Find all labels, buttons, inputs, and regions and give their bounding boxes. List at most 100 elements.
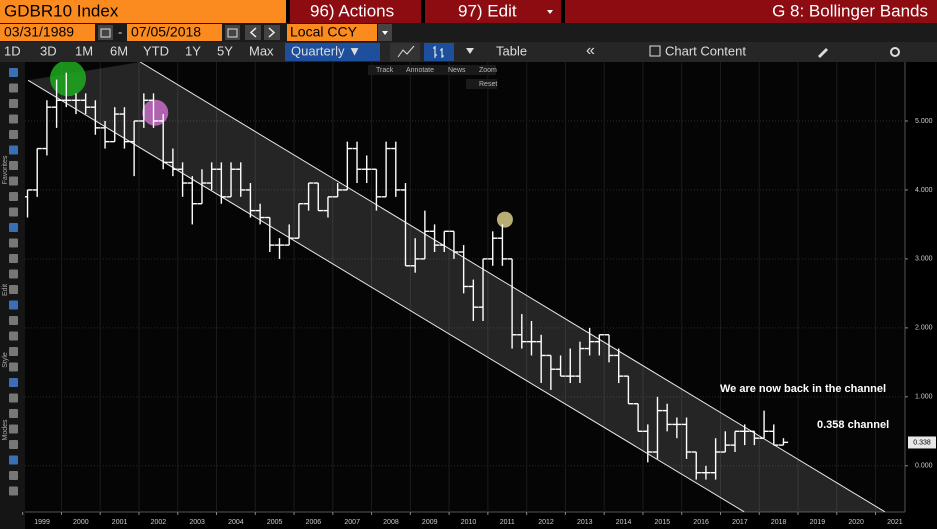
start-date-input[interactable]	[0, 24, 95, 41]
actions-menu[interactable]	[290, 0, 421, 23]
range-button[interactable]: 3D	[40, 43, 57, 58]
sidebar-section: Modes	[2, 419, 9, 441]
tool-icon[interactable]	[9, 254, 18, 263]
tool-icon[interactable]	[9, 471, 18, 480]
x-tick-label: 2016	[693, 519, 709, 526]
highlight-circle	[142, 99, 169, 126]
bar-chart-button[interactable]	[424, 43, 454, 61]
tool-icon[interactable]	[9, 486, 18, 496]
tool-icon[interactable]	[9, 207, 18, 217]
reset-tool[interactable]: Reset	[479, 81, 497, 88]
tool-icon[interactable]	[9, 83, 18, 93]
settings-icon[interactable]	[890, 47, 900, 57]
tool-icon[interactable]	[9, 130, 18, 139]
end-date-input[interactable]	[127, 24, 222, 41]
annotation: We are now back in the channel	[720, 383, 886, 395]
tool-icon[interactable]	[9, 347, 18, 356]
x-tick-label: 2006	[306, 519, 322, 526]
currency-input[interactable]	[287, 24, 377, 41]
zoom-tool[interactable]: Zoom	[479, 67, 497, 74]
annotate-tool[interactable]: Annotate	[406, 67, 434, 74]
x-tick-label: 2018	[771, 519, 787, 526]
next-icon	[268, 27, 276, 38]
x-tick-label: 2005	[267, 519, 283, 526]
tool-icon[interactable]	[9, 300, 18, 310]
tool-icon[interactable]	[9, 223, 18, 232]
news-tool[interactable]: News	[448, 67, 466, 74]
tool-icon[interactable]	[9, 455, 18, 465]
y-tick-label: 3.000	[915, 256, 933, 263]
y-tick-label: 2.000	[915, 325, 933, 332]
tool-icon[interactable]	[9, 176, 18, 186]
dropdown-arrow	[382, 31, 388, 35]
line-chart-icon	[397, 45, 415, 58]
tool-icon[interactable]	[9, 114, 18, 124]
range-button[interactable]: 6M	[110, 43, 128, 58]
y-tick-label: 1.000	[915, 394, 933, 401]
y-tick-label: 5.000	[915, 118, 933, 125]
tool-icon[interactable]	[9, 440, 18, 449]
edit-menu[interactable]	[425, 0, 561, 23]
x-tick-label: 2008	[383, 519, 399, 526]
tool-icon[interactable]	[9, 68, 18, 77]
collapse-button[interactable]: «	[586, 42, 595, 59]
frequency-button[interactable]	[285, 43, 380, 61]
tool-icon[interactable]	[9, 362, 18, 372]
last-value-label: 0.338	[913, 439, 931, 446]
range-button[interactable]: YTD	[143, 43, 169, 58]
x-tick-label: 2021	[887, 519, 903, 526]
next-button[interactable]	[264, 25, 280, 40]
tool-strip	[368, 65, 496, 75]
range-button[interactable]: Max	[249, 43, 274, 58]
x-tick-label: 1999	[34, 519, 50, 526]
tool-icon[interactable]	[9, 238, 18, 248]
x-tick-label: 2007	[344, 519, 360, 526]
calendar-icon	[100, 28, 111, 38]
tool-icon[interactable]	[9, 192, 18, 201]
currency: Local CCY	[290, 24, 358, 40]
prev-button[interactable]	[245, 25, 261, 40]
highlight-circle	[496, 211, 513, 228]
tool-icon[interactable]	[9, 99, 18, 108]
actions-label: 96) Actions	[310, 1, 394, 20]
reset-box[interactable]	[466, 79, 497, 89]
tool-icon[interactable]	[9, 424, 18, 434]
highlight-circle	[50, 62, 87, 97]
annotation: 0.358 channel	[817, 419, 889, 431]
tool-icon[interactable]	[9, 331, 18, 341]
x-tick-label: 2015	[655, 519, 671, 526]
tool-icon[interactable]	[9, 393, 18, 403]
range-buttons: 1D 3D 1M 6M YTD 1Y 5Y Max	[4, 43, 274, 58]
calendar-button[interactable]	[225, 25, 240, 40]
tool-icon[interactable]	[9, 378, 18, 387]
sidebar-section: Style	[2, 352, 9, 368]
track-tool[interactable]: Track	[376, 67, 394, 74]
tool-icon[interactable]	[9, 269, 18, 279]
range-button[interactable]: 1M	[75, 43, 93, 58]
range-button[interactable]: 5Y	[217, 43, 233, 58]
function-box	[565, 0, 937, 23]
tool-icon[interactable]	[9, 145, 18, 155]
chart-type-dropdown[interactable]	[466, 48, 474, 54]
range-button[interactable]: 1D	[4, 43, 21, 58]
tool-icon[interactable]	[9, 161, 18, 170]
x-tick-label: 2009	[422, 519, 438, 526]
start-date: 03/31/1989	[4, 24, 74, 40]
calendar-button[interactable]	[98, 25, 113, 40]
ticker-box[interactable]	[0, 0, 286, 23]
end-date: 07/05/2018	[131, 24, 201, 40]
tool-icon[interactable]	[9, 409, 18, 418]
edit-icon[interactable]	[818, 48, 828, 58]
calendar-icon	[227, 28, 238, 38]
x-tick-label: 2020	[848, 519, 864, 526]
range-button[interactable]: 1Y	[185, 43, 201, 58]
chart-tools: Track Annotate News Zoom Reset	[368, 65, 497, 89]
table-button[interactable]: Table	[496, 43, 527, 58]
tool-icon[interactable]	[9, 285, 18, 294]
last-value-tag	[908, 436, 936, 449]
prev-icon	[249, 27, 257, 38]
chart-content-button[interactable]: Chart Content	[665, 43, 746, 58]
y-tick-label: 4.000	[915, 187, 933, 194]
x-tick-label: 2000	[73, 519, 89, 526]
tool-icon[interactable]	[9, 316, 18, 325]
